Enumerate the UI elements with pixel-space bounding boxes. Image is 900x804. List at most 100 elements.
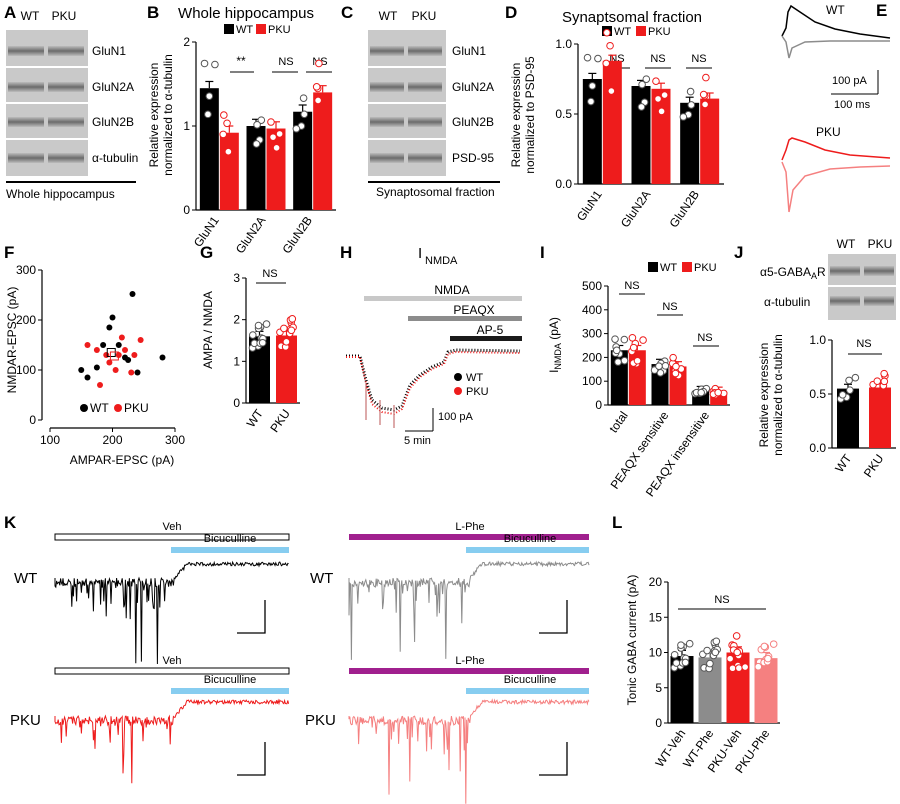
- chart-j: 0.0 0.5 1.0 WT PKU: [809, 333, 896, 480]
- data-point: [224, 147, 233, 156]
- y-tick-label: 1: [183, 119, 190, 133]
- data-point-wt: [115, 342, 122, 348]
- data-point: [269, 133, 277, 141]
- data-point: [607, 87, 616, 95]
- scale-bar: [539, 600, 568, 634]
- mean-marker-pku: [109, 351, 119, 361]
- y-tick-label: 500: [582, 279, 602, 293]
- bar-pku: [313, 92, 333, 210]
- band: [864, 296, 894, 306]
- lane-wt-label: WT: [21, 9, 40, 23]
- row-label: WT: [310, 570, 333, 587]
- data-point: [204, 110, 212, 119]
- significance-label: NS: [624, 280, 639, 292]
- data-point: [603, 28, 611, 37]
- data-point: [252, 140, 261, 148]
- data-point: [711, 648, 720, 657]
- western-blot-j: [828, 254, 896, 320]
- band-label: GluN1: [452, 44, 486, 58]
- x-tick-label: GluN2A: [233, 214, 269, 256]
- panel-b: B Whole hippocampus WT PKU Relative expr…: [147, 3, 336, 256]
- data-point: [686, 87, 695, 96]
- y-axis-label: INMDA (pA): [547, 317, 563, 373]
- band: [8, 82, 44, 92]
- data-point: [280, 324, 288, 333]
- bar-wt: [680, 102, 700, 184]
- panel-k: K Veh Bicuculline WT L-Phe Bicuculline W…: [4, 513, 590, 804]
- data-point: [611, 335, 619, 343]
- data-point: [642, 75, 651, 83]
- y-tick-label: 0.5: [809, 387, 826, 401]
- western-blot-a: [6, 30, 88, 176]
- band: [408, 82, 442, 92]
- data-point-pku: [112, 367, 119, 373]
- significance-label: NS: [278, 56, 293, 68]
- legend-pku-swatch: [256, 24, 266, 34]
- wt-nmda-trace: [781, 4, 891, 39]
- panel-i-letter: I: [540, 243, 545, 262]
- data-point: [873, 377, 882, 385]
- data-point-wt: [93, 364, 100, 371]
- x-tick-label: WT: [244, 406, 267, 430]
- data-point: [300, 110, 309, 119]
- data-point-pku: [106, 359, 113, 366]
- data-point: [672, 659, 681, 667]
- y-tick-label: 200: [582, 350, 602, 364]
- x-tick-label: total: [606, 409, 630, 436]
- data-point: [672, 362, 680, 371]
- scale-bar-x-label: 5 min: [404, 435, 431, 447]
- band: [48, 46, 84, 56]
- wt-lphe-current-trace: [348, 560, 590, 660]
- data-point-wt: [78, 367, 85, 373]
- bar: [869, 387, 891, 448]
- data-point: [681, 658, 690, 667]
- treatment-label: Bicuculline: [204, 533, 257, 545]
- data-point: [660, 91, 669, 99]
- panel-h-letter: H: [340, 243, 352, 262]
- scale-bar: [237, 742, 266, 776]
- significance-label: NS: [650, 53, 665, 65]
- lane-pku-label: PKU: [868, 237, 893, 251]
- data-point-wt: [159, 354, 166, 361]
- scale-bar-y-label: 100 pA: [438, 411, 474, 423]
- y-tick-label: 1.0: [555, 37, 572, 51]
- bar-wt: [582, 79, 602, 184]
- data-point: [728, 664, 737, 673]
- significance-label: NS: [662, 301, 677, 313]
- legend-pku: PKU: [466, 386, 489, 398]
- data-point-pku: [103, 352, 110, 358]
- panel-g: G AMPA / NMDA NS 0 1 2 3 WT PKU: [200, 243, 300, 435]
- data-point: [701, 100, 709, 109]
- legend-pku: PKU: [648, 26, 671, 38]
- data-point: [677, 641, 685, 649]
- data-point: [732, 632, 741, 640]
- y-tick-label: 0.0: [809, 441, 826, 455]
- data-point: [312, 83, 321, 91]
- chart-f: 0 100 200 300 100 200 300: [16, 263, 185, 447]
- legend-pku-marker: [114, 404, 122, 412]
- legend-wt-marker: [454, 373, 462, 381]
- band: [8, 117, 44, 127]
- bar-pku: [651, 88, 671, 184]
- bar: [754, 658, 778, 723]
- lane-wt-label: WT: [837, 237, 856, 251]
- legend-wt: WT: [236, 24, 253, 36]
- legend-pku: PKU: [124, 401, 149, 415]
- bar-wt: [199, 88, 219, 210]
- bar-wt: [631, 86, 651, 184]
- bar-pku: [602, 60, 622, 184]
- data-point: [200, 59, 209, 68]
- y-tick-label: 15: [649, 610, 663, 624]
- significance-label: NS: [714, 594, 729, 606]
- data-point: [670, 650, 679, 659]
- data-point: [838, 391, 847, 399]
- peaqx-bar: [408, 316, 522, 321]
- data-point-wt: [84, 374, 91, 381]
- l-phe-bar: [349, 668, 589, 674]
- treatment-label: L-Phe: [455, 655, 484, 667]
- legend-pku-marker: [454, 387, 462, 395]
- data-point: [714, 388, 722, 397]
- band: [408, 117, 442, 127]
- data-point: [594, 54, 602, 63]
- data-point: [315, 59, 323, 68]
